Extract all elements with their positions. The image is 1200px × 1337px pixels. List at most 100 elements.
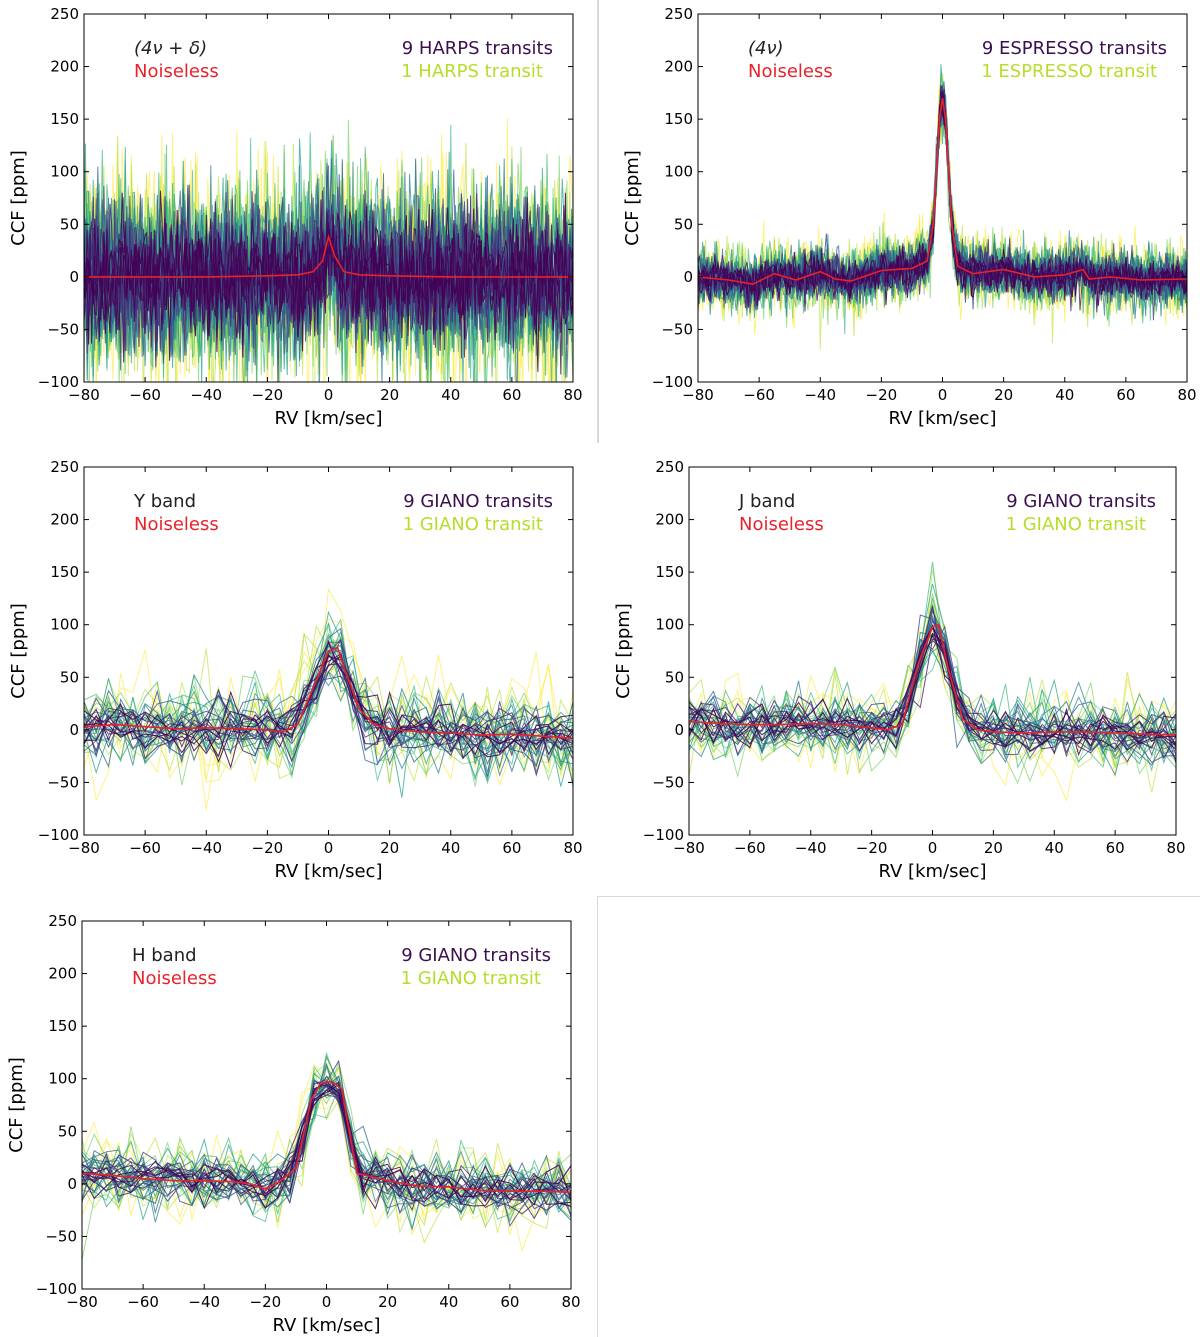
noise-realizations [689,561,1176,802]
noiseless-line [698,97,1187,286]
y-tick-label: 100 [50,616,79,634]
x-tick-label: 80 [1177,386,1196,404]
x-axis-label: RV [km/sec] [889,408,997,429]
x-tick-label: 60 [502,386,521,404]
y-tick-label: 50 [58,1122,77,1140]
panel-title: J band [738,491,795,512]
y-tick-label: −50 [47,320,79,338]
noiseless-label: Noiseless [134,61,219,82]
y-axis-label: CCF [ppm] [6,1057,27,1153]
x-tick-label: −80 [68,839,100,857]
noise-realizations [82,1051,571,1261]
y-tick-label: 250 [50,458,79,476]
y-tick-label: 100 [48,1070,77,1088]
legend-single-transit: 1 ESPRESSO transit [981,61,1157,82]
x-tick-label: −80 [673,839,705,857]
panel-h_band: −80 −60 −40 −20 0 20 40 60 80 −100 −50 0 50 100 150 200… [6,912,581,1336]
noise-realizations [698,64,1187,349]
panel-y_band: −80 −60 −40 −20 0 20 40 60 80 −100 −50 0 50 100 150 200… [8,458,583,882]
x-tick-label: −40 [188,1293,220,1311]
transit-trace [82,1088,571,1220]
transit-trace [84,653,573,760]
y-tick-label: 150 [655,563,684,581]
y-tick-label: 250 [664,5,693,23]
transit-trace [84,641,573,763]
x-tick-label: −60 [734,839,766,857]
y-tick-label: 0 [67,1175,77,1193]
x-tick-label: 0 [324,839,334,857]
y-tick-label: 50 [60,215,79,233]
y-tick-label: −100 [652,373,693,391]
x-tick-label: 80 [563,839,582,857]
y-tick-label: −50 [661,320,693,338]
x-tick-label: 60 [1106,839,1125,857]
transit-trace [84,627,573,766]
x-axis-label: RV [km/sec] [879,861,987,882]
x-tick-label: 80 [563,386,582,404]
noiseless-label: Noiseless [748,61,833,82]
x-tick-label: −20 [252,839,284,857]
transit-trace [82,1065,571,1234]
x-tick-label: 20 [380,386,399,404]
legend-single-transit: 1 HARPS transit [401,61,543,82]
panel-title: (4ν) [748,38,784,59]
y-tick-label: −100 [36,1280,77,1298]
transit-trace [689,634,1176,750]
x-tick-label: 40 [1045,839,1064,857]
x-tick-label: 20 [994,386,1013,404]
y-tick-label: 200 [50,511,79,529]
transit-trace [698,85,1187,305]
legend-multi-transit: 9 GIANO transits [401,945,551,966]
y-tick-label: 0 [674,721,684,739]
y-axis-label: CCF [ppm] [622,150,643,246]
legend-multi-transit: 9 ESPRESSO transits [982,38,1167,59]
noiseless-line [84,234,573,278]
y-tick-label: 150 [50,110,79,128]
x-tick-label: 80 [1166,839,1185,857]
x-tick-label: −40 [804,386,836,404]
y-tick-label: −50 [47,773,79,791]
x-tick-label: 0 [322,1293,332,1311]
x-tick-label: −60 [129,839,161,857]
legend-multi-transit: 9 GIANO transits [403,491,553,512]
y-tick-label: 100 [664,163,693,181]
noiseless-line [84,646,573,740]
x-axis-label: RV [km/sec] [275,408,383,429]
y-tick-label: 150 [50,563,79,581]
transit-trace [82,1080,571,1205]
noise-realizations [84,587,573,811]
x-tick-label: −40 [190,386,222,404]
x-tick-label: 60 [1116,386,1135,404]
y-tick-label: 100 [50,163,79,181]
y-tick-label: 0 [69,721,79,739]
transit-trace [84,654,573,780]
y-tick-label: 100 [655,616,684,634]
x-tick-label: −60 [127,1293,159,1311]
x-tick-label: −20 [250,1293,282,1311]
x-tick-label: −40 [190,839,222,857]
y-tick-label: 0 [69,268,79,286]
x-tick-label: −20 [252,386,284,404]
x-tick-label: −40 [795,839,827,857]
y-tick-label: 250 [655,458,684,476]
noiseless-line [689,623,1176,736]
y-axis-label: CCF [ppm] [613,603,634,699]
x-tick-label: 80 [561,1293,580,1311]
y-tick-label: 50 [665,668,684,686]
transit-trace [698,95,1187,301]
x-tick-label: −80 [66,1293,98,1311]
x-tick-label: 40 [441,386,460,404]
y-tick-label: 200 [655,511,684,529]
y-tick-label: −100 [38,373,79,391]
x-tick-label: 0 [324,386,334,404]
y-tick-label: 200 [664,58,693,76]
legend-multi-transit: 9 HARPS transits [402,38,553,59]
y-axis-label: CCF [ppm] [8,150,29,246]
x-tick-label: 20 [984,839,1003,857]
x-tick-label: 20 [378,1293,397,1311]
transit-trace [84,204,573,358]
y-tick-label: 250 [48,912,77,930]
x-tick-label: −80 [68,386,100,404]
panel-title: Y band [133,491,196,512]
transit-trace [82,1083,571,1206]
